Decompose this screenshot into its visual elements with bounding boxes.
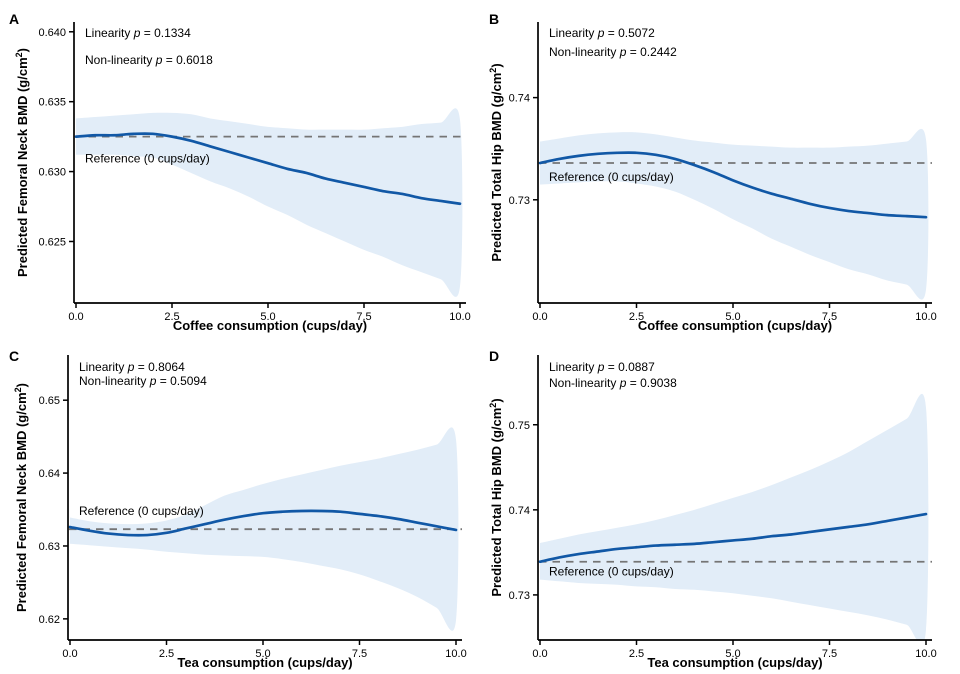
fitted-line xyxy=(538,151,928,219)
y-tick-label: 0.62 xyxy=(39,614,60,626)
panel-letter: C xyxy=(9,348,19,364)
annotation-p-value: Non-linearity p = 0.9038 xyxy=(549,376,677,390)
x-tick-label: 10.0 xyxy=(915,311,936,323)
annotation-p-value: Linearity p = 0.0887 xyxy=(549,360,655,374)
y-axis-title: Predicted Femoral Neck BMD (g/cm2) xyxy=(13,383,29,612)
x-tick-label: 7.5 xyxy=(822,648,837,660)
panel-a-chart: 0.625 0.630 0.635 0.640 0.0 2.5 5.0 7.5 10.0 Line… xyxy=(9,11,471,333)
confidence-band xyxy=(76,108,463,297)
reference-label: Reference (0 cups/day) xyxy=(79,504,204,518)
annotation-p-value: Linearity p = 0.1334 xyxy=(85,26,191,40)
confidence-band xyxy=(540,393,929,640)
panel-d-total-hip-tea: 0.73 0.74 0.75 0.0 2.5 5.0 7.5 10.0 Linearity p … xyxy=(480,337,960,674)
panel-letter: B xyxy=(489,11,499,27)
annotation-p-value: Non-linearity p = 0.2442 xyxy=(549,45,677,59)
x-tick-label: 5.0 xyxy=(725,648,740,660)
panel-b-chart: 0.73 0.74 0.0 2.5 5.0 7.5 10.0 Linearity p = 0.… xyxy=(488,11,937,333)
y-tick-label: 0.640 xyxy=(38,27,66,39)
x-tick-label: 10.0 xyxy=(915,648,936,660)
y-tick-label: 0.73 xyxy=(509,590,530,602)
x-tick-label: 0.0 xyxy=(62,648,77,660)
x-tick-label: 5.0 xyxy=(255,648,270,660)
x-axis-title: Coffee consumption (cups/day) xyxy=(638,318,832,333)
y-tick-label: 0.73 xyxy=(509,195,530,207)
fitted-line xyxy=(74,132,462,206)
x-axis-title: Coffee consumption (cups/day) xyxy=(173,318,367,333)
y-tick-label: 0.75 xyxy=(509,420,530,432)
x-tick-label: 0.0 xyxy=(532,648,547,660)
annotation-p-value: Linearity p = 0.5072 xyxy=(549,26,655,40)
y-axis-title: Predicted Total Hip BMD (g/cm2) xyxy=(488,398,504,596)
panel-c-femoral-neck-tea: 0.62 0.63 0.64 0.65 0.0 2.5 5.0 7.5 10.0 Linearit… xyxy=(0,337,480,674)
confidence-band xyxy=(540,128,929,300)
y-tick-label: 0.74 xyxy=(509,93,530,105)
x-tick-label: 5.0 xyxy=(260,311,275,323)
x-tick-label: 2.5 xyxy=(629,311,644,323)
x-tick-label: 2.5 xyxy=(164,311,179,323)
x-tick-label: 2.5 xyxy=(159,648,174,660)
fitted-line xyxy=(538,512,928,564)
x-tick-label: 0.0 xyxy=(68,311,83,323)
x-tick-label: 10.0 xyxy=(445,648,466,660)
panel-letter: D xyxy=(489,348,499,364)
x-tick-label: 10.0 xyxy=(449,311,470,323)
y-tick-label: 0.65 xyxy=(39,395,60,407)
y-tick-label: 0.64 xyxy=(39,468,60,480)
annotation-p-value: Non-linearity p = 0.5094 xyxy=(79,374,207,388)
x-tick-label: 5.0 xyxy=(725,311,740,323)
reference-label: Reference (0 cups/day) xyxy=(549,170,674,184)
reference-label: Reference (0 cups/day) xyxy=(85,152,210,166)
y-tick-label: 0.74 xyxy=(509,505,530,517)
y-axis-title: Predicted Total Hip BMD (g/cm2) xyxy=(488,63,504,261)
x-tick-label: 2.5 xyxy=(629,648,644,660)
x-tick-label: 7.5 xyxy=(822,311,837,323)
y-axis-title: Predicted Femoral Neck BMD (g/cm2) xyxy=(14,48,30,277)
y-tick-label: 0.635 xyxy=(38,97,66,109)
x-tick-label: 7.5 xyxy=(356,311,371,323)
x-axis-title: Tea consumption (cups/day) xyxy=(177,655,352,670)
panel-b-total-hip-coffee: 0.73 0.74 0.0 2.5 5.0 7.5 10.0 Linearity p = 0.… xyxy=(480,0,960,337)
reference-label: Reference (0 cups/day) xyxy=(549,565,674,579)
fitted-line xyxy=(68,509,458,537)
panel-letter: A xyxy=(9,11,19,27)
y-tick-label: 0.630 xyxy=(38,167,66,179)
annotation-p-value: Linearity p = 0.8064 xyxy=(79,360,185,374)
panel-d-chart: 0.73 0.74 0.75 0.0 2.5 5.0 7.5 10.0 Linearity p … xyxy=(488,348,937,670)
panel-c-chart: 0.62 0.63 0.64 0.65 0.0 2.5 5.0 7.5 10.0 Linearit… xyxy=(9,348,467,670)
y-tick-label: 0.63 xyxy=(39,541,60,553)
annotation-p-value: Non-linearity p = 0.6018 xyxy=(85,53,213,67)
panel-a-femoral-neck-coffee: 0.625 0.630 0.635 0.640 0.0 2.5 5.0 7.5 10.0 Line… xyxy=(0,0,480,337)
x-tick-label: 0.0 xyxy=(532,311,547,323)
x-axis-title: Tea consumption (cups/day) xyxy=(647,655,822,670)
y-tick-label: 0.625 xyxy=(38,236,66,248)
x-tick-label: 7.5 xyxy=(352,648,367,660)
